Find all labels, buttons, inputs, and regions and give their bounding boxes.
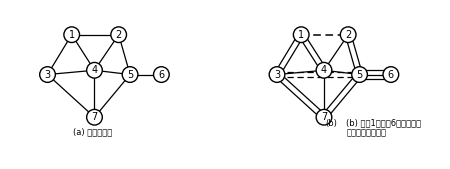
Text: 2: 2 — [116, 30, 122, 40]
Text: 1: 1 — [298, 30, 304, 40]
Circle shape — [87, 62, 102, 78]
Text: 7: 7 — [321, 112, 327, 122]
Circle shape — [383, 67, 399, 82]
Circle shape — [40, 67, 55, 82]
Text: (b) 节点1到节点6的拓扑分散: (b) 节点1到节点6的拓扑分散 — [346, 119, 422, 128]
Text: 5: 5 — [127, 69, 133, 80]
Text: (b): (b) — [325, 119, 338, 128]
Circle shape — [122, 67, 138, 82]
Text: 5: 5 — [356, 69, 363, 80]
Circle shape — [352, 67, 367, 82]
Circle shape — [316, 62, 332, 78]
Circle shape — [340, 27, 356, 43]
Text: 2: 2 — [345, 30, 351, 40]
Circle shape — [64, 27, 80, 43]
Circle shape — [111, 27, 126, 43]
Text: 6: 6 — [388, 69, 394, 80]
Text: 1: 1 — [69, 30, 75, 40]
Circle shape — [153, 67, 169, 82]
Circle shape — [269, 67, 285, 82]
Text: (a) 网络的拓扑: (a) 网络的拓扑 — [73, 127, 112, 136]
Text: 短路径集中的路径: 短路径集中的路径 — [346, 128, 387, 137]
Text: 7: 7 — [91, 112, 98, 122]
Circle shape — [293, 27, 309, 43]
Circle shape — [87, 109, 102, 125]
Text: 3: 3 — [274, 69, 280, 80]
Text: 3: 3 — [45, 69, 50, 80]
Text: 4: 4 — [321, 65, 327, 75]
Text: 6: 6 — [158, 69, 164, 80]
Circle shape — [316, 109, 332, 125]
Text: 4: 4 — [91, 65, 98, 75]
